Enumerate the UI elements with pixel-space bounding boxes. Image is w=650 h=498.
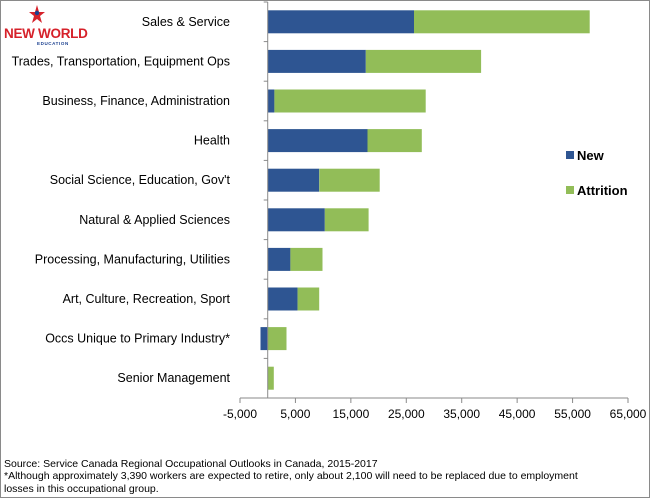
x-tick-label: -5,000	[223, 407, 257, 421]
footnote-line: losses in this occupational group.	[4, 482, 159, 495]
bar-new-0	[267, 10, 414, 34]
bar-new-8	[260, 327, 268, 351]
footnote-line: *Although approximately 3,390 workers ar…	[4, 470, 578, 483]
x-tick-label: 25,000	[388, 407, 425, 421]
legend-label-attrition: Attrition	[577, 183, 628, 198]
bar-new-3	[267, 129, 368, 153]
x-tick-label: 45,000	[499, 407, 536, 421]
source-line: Source: Service Canada Regional Occupati…	[4, 458, 378, 470]
bar-attrition-7	[297, 287, 320, 311]
legend-swatch-attrition	[566, 186, 574, 194]
new-world-education-logo: NEW WORLD EDUCATION	[4, 5, 88, 46]
category-label: Health	[194, 134, 230, 148]
bar-new-1	[267, 49, 366, 73]
x-tick-label: 65,000	[610, 407, 647, 421]
category-label: Processing, Manufacturing, Utilities	[35, 252, 230, 266]
bar-attrition-4	[319, 168, 380, 192]
stacked-bar-chart: Sales & Service Trades, Transportation, E…	[12, 1, 647, 421]
x-tick-label: 55,000	[554, 407, 591, 421]
bar-new-5	[267, 208, 325, 232]
bar-attrition-0	[414, 10, 590, 34]
star-figure-icon	[29, 5, 45, 23]
source-note: Source: Service Canada Regional Occupati…	[4, 458, 644, 495]
category-label: Trades, Transportation, Equipment Ops	[12, 54, 230, 68]
x-tick-label: 15,000	[333, 407, 370, 421]
category-label: Natural & Applied Sciences	[79, 213, 230, 227]
bar-attrition-9	[267, 366, 274, 390]
bar-new-6	[267, 247, 291, 271]
x-tick-label: 5,000	[280, 407, 310, 421]
bar-attrition-3	[367, 129, 422, 153]
category-label: Senior Management	[117, 371, 230, 385]
category-label: Occs Unique to Primary Industry*	[45, 332, 230, 346]
logo-text: NEW WORLD	[4, 26, 88, 41]
category-label: Sales & Service	[142, 15, 230, 29]
category-label: Business, Finance, Administration	[42, 94, 230, 108]
legend-swatch-new	[566, 151, 574, 159]
bar-new-7	[267, 287, 298, 311]
bar-attrition-8	[267, 327, 287, 351]
bar-attrition-2	[274, 89, 426, 113]
x-tick-label: 35,000	[443, 407, 480, 421]
bar-attrition-1	[365, 49, 482, 73]
bar-new-4	[267, 168, 320, 192]
legend-label-new: New	[577, 148, 605, 163]
bar-new-2	[267, 89, 275, 113]
bar-attrition-5	[324, 208, 369, 232]
category-label: Art, Culture, Recreation, Sport	[63, 292, 231, 306]
bar-attrition-6	[290, 247, 323, 271]
logo-subtext: EDUCATION	[37, 41, 69, 46]
category-label: Social Science, Education, Gov't	[50, 173, 231, 187]
